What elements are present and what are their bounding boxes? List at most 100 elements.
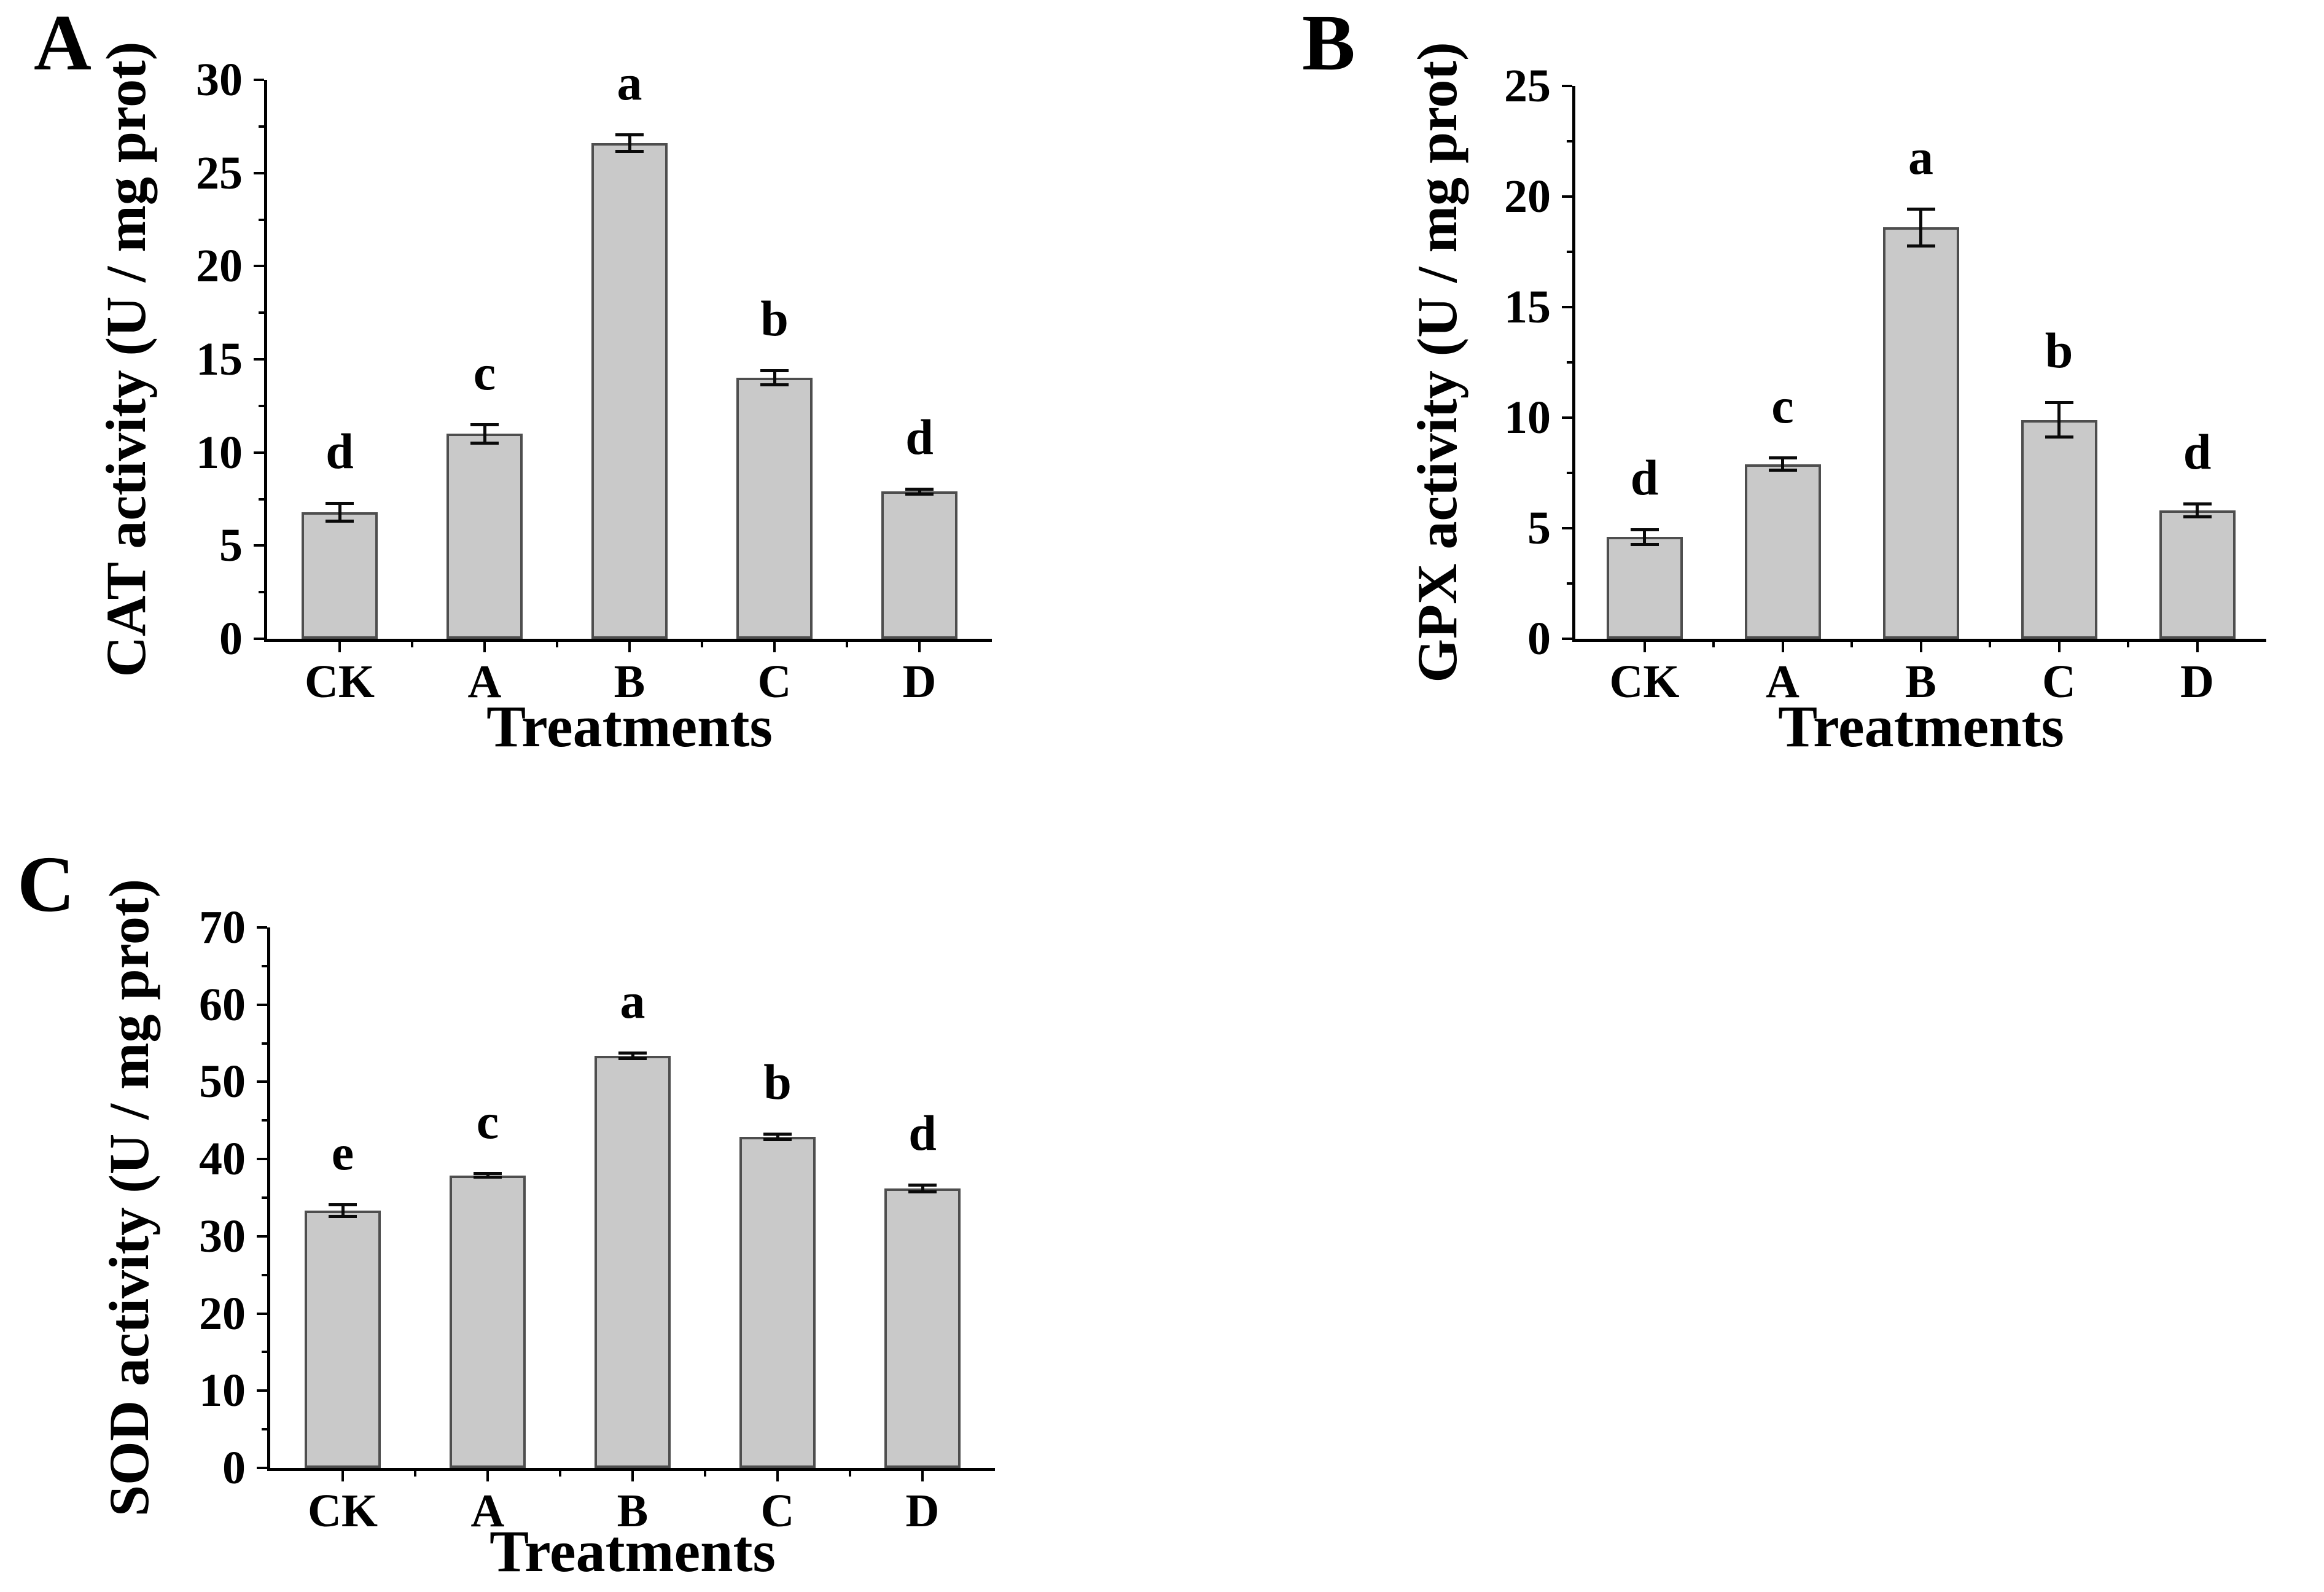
y-tick-label: 20 — [1504, 171, 1551, 222]
x-axis-line — [267, 1468, 995, 1471]
x-minor-tick — [559, 1471, 561, 1477]
y-axis-line — [267, 927, 270, 1471]
error-bar-cap-top — [1768, 456, 1797, 459]
error-bar-cap-top — [905, 487, 934, 491]
error-bar-cap-top — [760, 369, 789, 373]
x-category-label: D — [905, 1485, 940, 1537]
y-tick-label: 0 — [222, 1442, 246, 1494]
x-category-label: A — [470, 1485, 505, 1537]
error-bar-cap-bottom — [618, 1056, 647, 1060]
y-minor-tick — [1567, 472, 1572, 474]
y-minor-tick — [262, 1428, 267, 1431]
y-axis-label-gpx: GPX activity (U / mg prot) — [1406, 42, 1468, 683]
x-category-label: CK — [308, 1485, 378, 1537]
x-major-tick — [486, 1471, 489, 1481]
y-tick-label: 15 — [196, 334, 243, 385]
bar-a — [450, 1175, 526, 1468]
y-minor-tick — [259, 125, 264, 128]
error-bar-cap-top — [1630, 528, 1659, 531]
x-minor-tick — [846, 642, 848, 647]
y-minor-tick — [262, 1042, 267, 1045]
y-minor-tick — [1567, 251, 1572, 253]
panel-letter-b: B — [1302, 0, 1355, 87]
y-tick-label: 70 — [199, 902, 246, 953]
y-major-tick — [1562, 306, 1572, 308]
significance-letter: d — [1630, 449, 1659, 505]
y-tick-label: 0 — [1527, 613, 1551, 665]
error-bar-cap-top — [615, 133, 644, 137]
x-major-tick — [918, 642, 921, 652]
bar-b — [595, 1055, 671, 1468]
y-minor-tick — [262, 1196, 267, 1199]
error-bar-cap-bottom — [760, 383, 789, 387]
error-bar-cap-top — [763, 1132, 792, 1136]
y-major-tick — [257, 1003, 267, 1006]
bar-b — [1882, 227, 1959, 639]
error-bar-cap-bottom — [905, 492, 934, 496]
significance-letter: d — [905, 408, 934, 465]
y-tick-label: 40 — [199, 1133, 246, 1185]
error-bar-cap-top — [474, 1172, 502, 1176]
significance-letter: d — [2183, 424, 2212, 480]
error-bar-line — [631, 1052, 634, 1059]
x-category-label: B — [614, 656, 645, 708]
y-axis-line — [1572, 86, 1575, 642]
bar-d — [2159, 510, 2236, 639]
bar-a — [446, 434, 523, 639]
significance-letter: e — [331, 1125, 354, 1181]
y-axis-line — [264, 80, 267, 642]
y-tick-label: 5 — [219, 520, 243, 572]
error-bar-cap-top — [1906, 207, 1935, 211]
significance-letter: c — [1771, 377, 1794, 434]
x-category-label: B — [1905, 656, 1936, 708]
x-minor-tick — [704, 1471, 706, 1477]
y-major-tick — [254, 171, 264, 174]
y-tick-label: 5 — [1527, 502, 1551, 554]
y-major-tick — [1562, 527, 1572, 529]
panel-letter-a: A — [34, 0, 92, 87]
y-tick-label: 10 — [199, 1365, 246, 1417]
y-major-tick — [1562, 416, 1572, 419]
significance-letter: b — [2045, 322, 2073, 378]
error-bar-line — [773, 370, 776, 386]
y-minor-tick — [1567, 582, 1572, 585]
significance-letter: a — [620, 972, 645, 1029]
y-major-tick — [254, 265, 264, 268]
y-minor-tick — [259, 404, 264, 407]
bar-c — [739, 1136, 816, 1468]
error-bar-line — [921, 1184, 924, 1193]
x-category-label: A — [467, 656, 502, 708]
y-major-tick — [1562, 638, 1572, 640]
error-bar-line — [776, 1133, 779, 1140]
y-axis-label-cat: CAT activity (U / mg prot) — [95, 41, 157, 677]
x-category-label: C — [757, 656, 792, 708]
y-tick-label: 20 — [199, 1287, 246, 1340]
y-major-tick — [254, 451, 264, 454]
bar-c — [2021, 419, 2097, 639]
error-bar-line — [338, 502, 341, 521]
error-bar-cap-top — [326, 501, 354, 505]
y-major-tick — [257, 1158, 267, 1161]
y-major-tick — [257, 1080, 267, 1083]
y-major-tick — [257, 1235, 267, 1238]
y-major-tick — [1562, 85, 1572, 87]
y-major-tick — [1562, 195, 1572, 198]
y-tick-label: 25 — [1504, 60, 1551, 112]
x-major-tick — [2057, 642, 2061, 652]
error-bar-line — [1781, 457, 1784, 471]
significance-letter: b — [763, 1053, 792, 1110]
bar-d — [884, 1188, 961, 1468]
error-bar-cap-bottom — [329, 1215, 357, 1219]
x-major-tick — [773, 642, 776, 652]
y-tick-label: 10 — [196, 426, 243, 478]
y-minor-tick — [262, 964, 267, 967]
bar-b — [591, 143, 668, 639]
bar-ck — [1606, 537, 1683, 639]
y-minor-tick — [259, 218, 264, 221]
error-bar-line — [2196, 504, 2199, 517]
error-bar-line — [341, 1204, 345, 1217]
x-major-tick — [341, 1471, 344, 1481]
